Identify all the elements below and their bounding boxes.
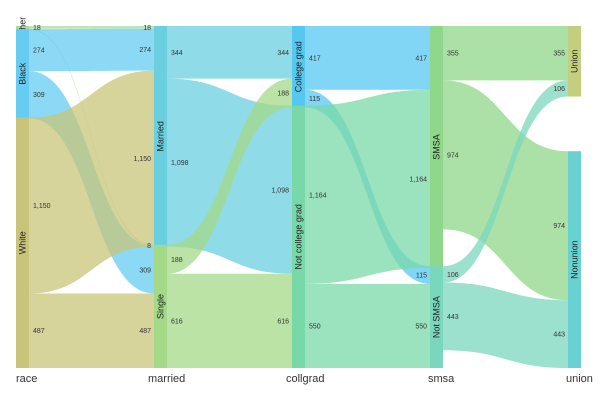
node-label-not-smsa: Not SMSA — [432, 296, 442, 338]
flow-label-single-to-not-college-grad-target: 616 — [277, 318, 289, 325]
flow-label-smsa-to-union-source: 355 — [447, 51, 459, 58]
node-black — [16, 29, 29, 119]
node-married — [154, 26, 167, 247]
node-label-college-grad: College grad — [294, 41, 304, 92]
flow-black-to-married — [29, 28, 154, 72]
flow-label-smsa-to-nonunion-source: 974 — [447, 152, 459, 159]
node-white — [16, 117, 29, 368]
flow-label-college-grad-to-not-smsa-target: 115 — [416, 273, 427, 280]
flow-label-white-to-married-source: 1,150 — [33, 203, 51, 210]
flow-label-not-smsa-to-union-source: 106 — [447, 272, 459, 279]
flow-label-black-to-single-target: 309 — [139, 267, 151, 274]
flow-label-single-to-college-grad-source: 188 — [171, 257, 183, 264]
flow-label-white-to-married-target: 1,150 — [133, 156, 151, 163]
node-label-nonunion: Nonunion — [570, 240, 580, 279]
node-not-college-grad — [292, 105, 305, 369]
flow-college-grad-to-smsa — [305, 26, 430, 90]
flow-label-not-smsa-to-nonunion-target: 443 — [553, 332, 565, 339]
flow-label-smsa-to-union-target: 355 — [553, 51, 565, 58]
node-label-white: White — [18, 231, 28, 254]
node-label-other: Other — [18, 17, 28, 40]
flow-label-black-to-married-source: 274 — [33, 48, 45, 55]
flow-label-married-to-college-grad-source: 344 — [171, 50, 183, 57]
node-college-grad — [292, 26, 305, 108]
node-label-not-college-grad: Not college grad — [294, 204, 304, 270]
flow-label-single-to-college-grad-target: 188 — [277, 91, 289, 98]
axis-label-race: race — [16, 373, 37, 385]
flow-label-college-grad-to-not-smsa-source: 115 — [309, 96, 320, 103]
flow-label-white-to-single-source: 487 — [33, 328, 45, 335]
flow-label-other-to-single-target: 8 — [147, 243, 151, 250]
flow-married-to-college-grad — [167, 26, 292, 79]
flow-smsa-to-nonunion — [443, 80, 568, 301]
node-not-smsa — [430, 266, 443, 368]
flow-label-not-college-grad-to-not-smsa-target: 550 — [415, 323, 427, 330]
axis-label-smsa: smsa — [428, 373, 455, 385]
flow-label-other-to-married-target: 18 — [143, 25, 151, 32]
flow-label-college-grad-to-smsa-source: 417 — [309, 55, 321, 62]
flow-label-single-to-not-college-grad-source: 616 — [171, 318, 183, 325]
flow-label-not-smsa-to-union-target: 106 — [553, 86, 565, 93]
axis-label-collgrad: collgrad — [286, 373, 325, 385]
node-other — [16, 26, 29, 30]
flow-single-to-college-grad — [167, 78, 292, 274]
flow-other-to-married — [29, 26, 154, 29]
axis-labels: race married collgrad smsa union — [16, 373, 593, 385]
flow-not-college-grad-to-smsa — [305, 89, 430, 284]
flow-links — [29, 26, 568, 368]
flow-label-not-college-grad-to-not-smsa-source: 550 — [309, 323, 321, 330]
node-label-married: Married — [156, 121, 166, 152]
node-label-smsa: SMSA — [432, 134, 442, 160]
flow-not-smsa-to-union — [443, 80, 568, 283]
flow-label-black-to-single-source: 309 — [33, 92, 45, 99]
flow-label-not-college-grad-to-smsa-source: 1,164 — [309, 192, 327, 199]
node-label-union: Union — [570, 50, 580, 74]
flow-white-to-single — [29, 293, 154, 368]
flow-label-other-to-married-source: 18 — [33, 25, 41, 32]
flow-not-smsa-to-nonunion — [443, 282, 568, 368]
node-smsa — [430, 26, 443, 268]
category-nodes: Other Black White Married Single College grad… — [16, 17, 581, 369]
flow-label-not-college-grad-to-smsa-target: 1,164 — [409, 176, 427, 183]
node-label-single: Single — [156, 294, 166, 319]
flow-not-college-grad-to-not-smsa — [305, 283, 430, 368]
flow-smsa-to-union — [443, 26, 568, 81]
flow-single-to-not-college-grad — [167, 273, 292, 368]
axis-label-married: married — [148, 373, 185, 385]
flow-label-black-to-married-target: 274 — [139, 47, 151, 54]
flow-value-labels: 18 18 344 344 417 417 355 355 8 1,098 1,098 115 115 9… — [33, 25, 565, 339]
flow-label-smsa-to-nonunion-target: 974 — [553, 223, 565, 230]
node-single — [154, 244, 167, 368]
axis-label-union: union — [566, 373, 593, 385]
flow-label-college-grad-to-smsa-target: 417 — [415, 55, 427, 62]
flow-label-married-to-not-college-grad-target: 1,098 — [271, 187, 289, 194]
flow-label-married-to-not-college-grad-source: 1,098 — [171, 160, 189, 167]
flow-label-white-to-single-target: 487 — [139, 328, 151, 335]
flow-white-to-married — [29, 70, 154, 294]
node-nonunion — [568, 151, 581, 368]
flow-label-not-smsa-to-nonunion-source: 443 — [447, 314, 459, 321]
flow-label-married-to-college-grad-target: 344 — [277, 50, 289, 57]
node-label-black: Black — [18, 62, 28, 85]
node-union — [568, 26, 581, 97]
